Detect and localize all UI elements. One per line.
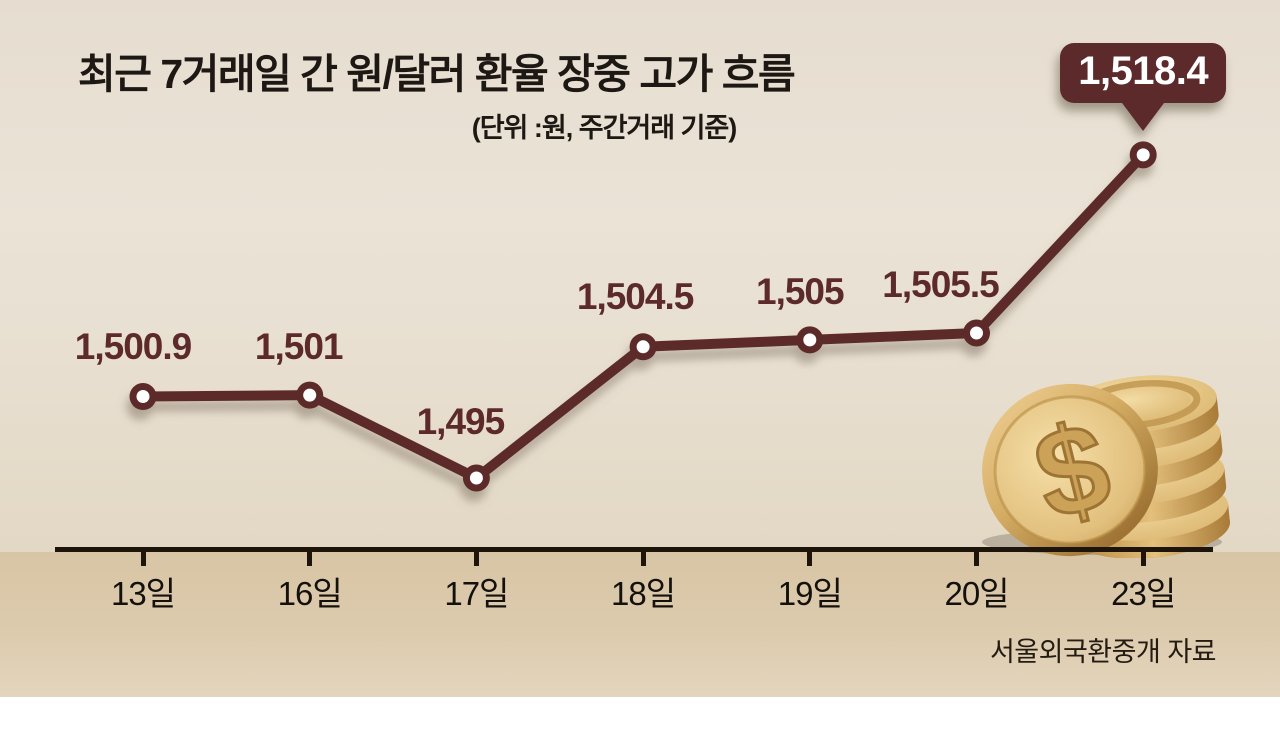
dollar-coin-face: $ bbox=[982, 383, 1158, 557]
value-label: 1,500.9 bbox=[74, 325, 192, 367]
value-label: 1,495 bbox=[416, 401, 506, 442]
source-note: 서울외국환중개 자료 bbox=[989, 637, 1217, 667]
x-axis-label: 20일 bbox=[944, 575, 1009, 612]
series-line bbox=[129, 141, 1157, 492]
chart-title: 최근 7거래일 간 원/달러 환율 장중 고가 흐름 bbox=[78, 51, 796, 97]
x-axis-label: 19일 bbox=[777, 575, 843, 612]
unit-note: (단위 :원, 주간거래 기준) bbox=[471, 113, 738, 143]
x-axis-tick bbox=[1140, 551, 1146, 566]
x-axis bbox=[55, 547, 1213, 552]
x-axis-label: 13일 bbox=[110, 575, 176, 612]
bottom-margin bbox=[0, 697, 1280, 753]
x-axis-label: 18일 bbox=[611, 575, 676, 612]
x-axis-label: 17일 bbox=[444, 575, 509, 612]
x-axis-label: 16일 bbox=[277, 575, 343, 612]
highlight-callout: 1,518.4 bbox=[1060, 43, 1227, 131]
x-axis-tick bbox=[473, 551, 479, 566]
x-axis-tick bbox=[640, 551, 646, 566]
x-axis-tick bbox=[807, 551, 813, 566]
highlight-value: 1,518.4 bbox=[1078, 49, 1209, 93]
dollar-coins-icon: $ bbox=[982, 375, 1230, 558]
x-axis-tick bbox=[974, 551, 979, 566]
x-axis-tick bbox=[140, 551, 146, 566]
axis-band-background bbox=[0, 552, 1280, 697]
value-label: 1,504.5 bbox=[576, 275, 694, 317]
x-axis-label: 23일 bbox=[1111, 575, 1176, 612]
x-axis-tick bbox=[307, 551, 313, 566]
value-label: 1,505.5 bbox=[882, 263, 999, 305]
value-label: 1,505 bbox=[756, 270, 845, 312]
callout-pointer bbox=[1122, 103, 1165, 131]
value-label: 1,501 bbox=[254, 326, 344, 368]
